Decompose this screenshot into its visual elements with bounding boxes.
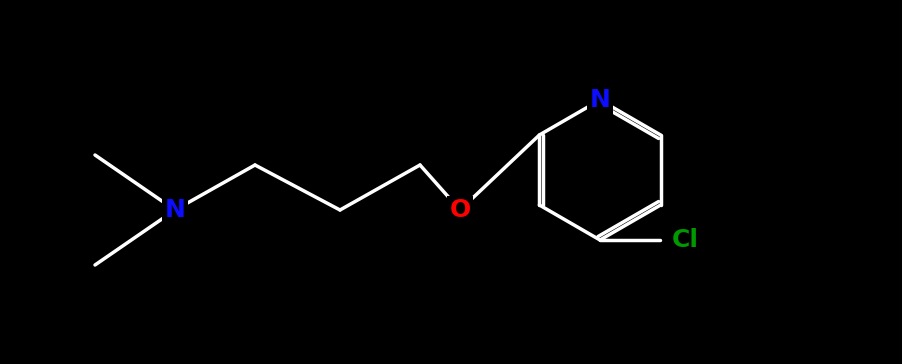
Text: O: O: [449, 198, 471, 222]
Text: N: N: [164, 198, 186, 222]
Text: Cl: Cl: [671, 228, 698, 252]
Text: N: N: [590, 88, 611, 112]
